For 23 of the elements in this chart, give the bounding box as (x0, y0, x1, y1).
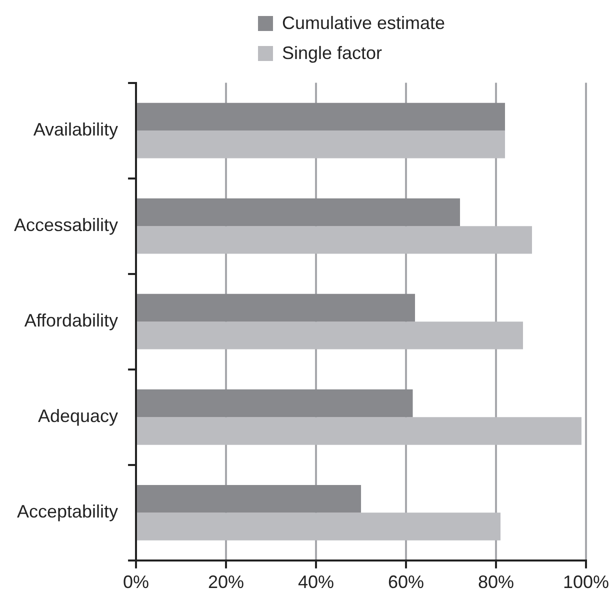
bar (137, 198, 460, 226)
bar (137, 512, 501, 540)
x-tick-label: 100% (562, 572, 610, 592)
bar (137, 102, 506, 131)
x-tick-label: 20% (208, 572, 244, 592)
bar (137, 484, 362, 513)
y-tick-label: Availability (33, 120, 118, 140)
y-tick-label: Acceptability (16, 502, 118, 522)
bar (137, 130, 506, 158)
legend-label: Single factor (282, 42, 382, 64)
y-tick-label: Accessability (14, 215, 118, 236)
bar (137, 322, 524, 350)
bar (137, 294, 416, 322)
bar (137, 226, 532, 254)
x-tick-label: 40% (298, 572, 334, 592)
x-tick-label: 60% (388, 572, 424, 592)
y-tick-label: Affordability (24, 310, 118, 331)
bar (137, 389, 413, 418)
legend-label: Cumulative estimate (282, 12, 446, 34)
x-tick-label: 80% (478, 572, 514, 592)
x-tick-label: 0% (123, 572, 150, 592)
y-tick-label: Adequacy (38, 406, 118, 426)
bar (137, 417, 582, 445)
